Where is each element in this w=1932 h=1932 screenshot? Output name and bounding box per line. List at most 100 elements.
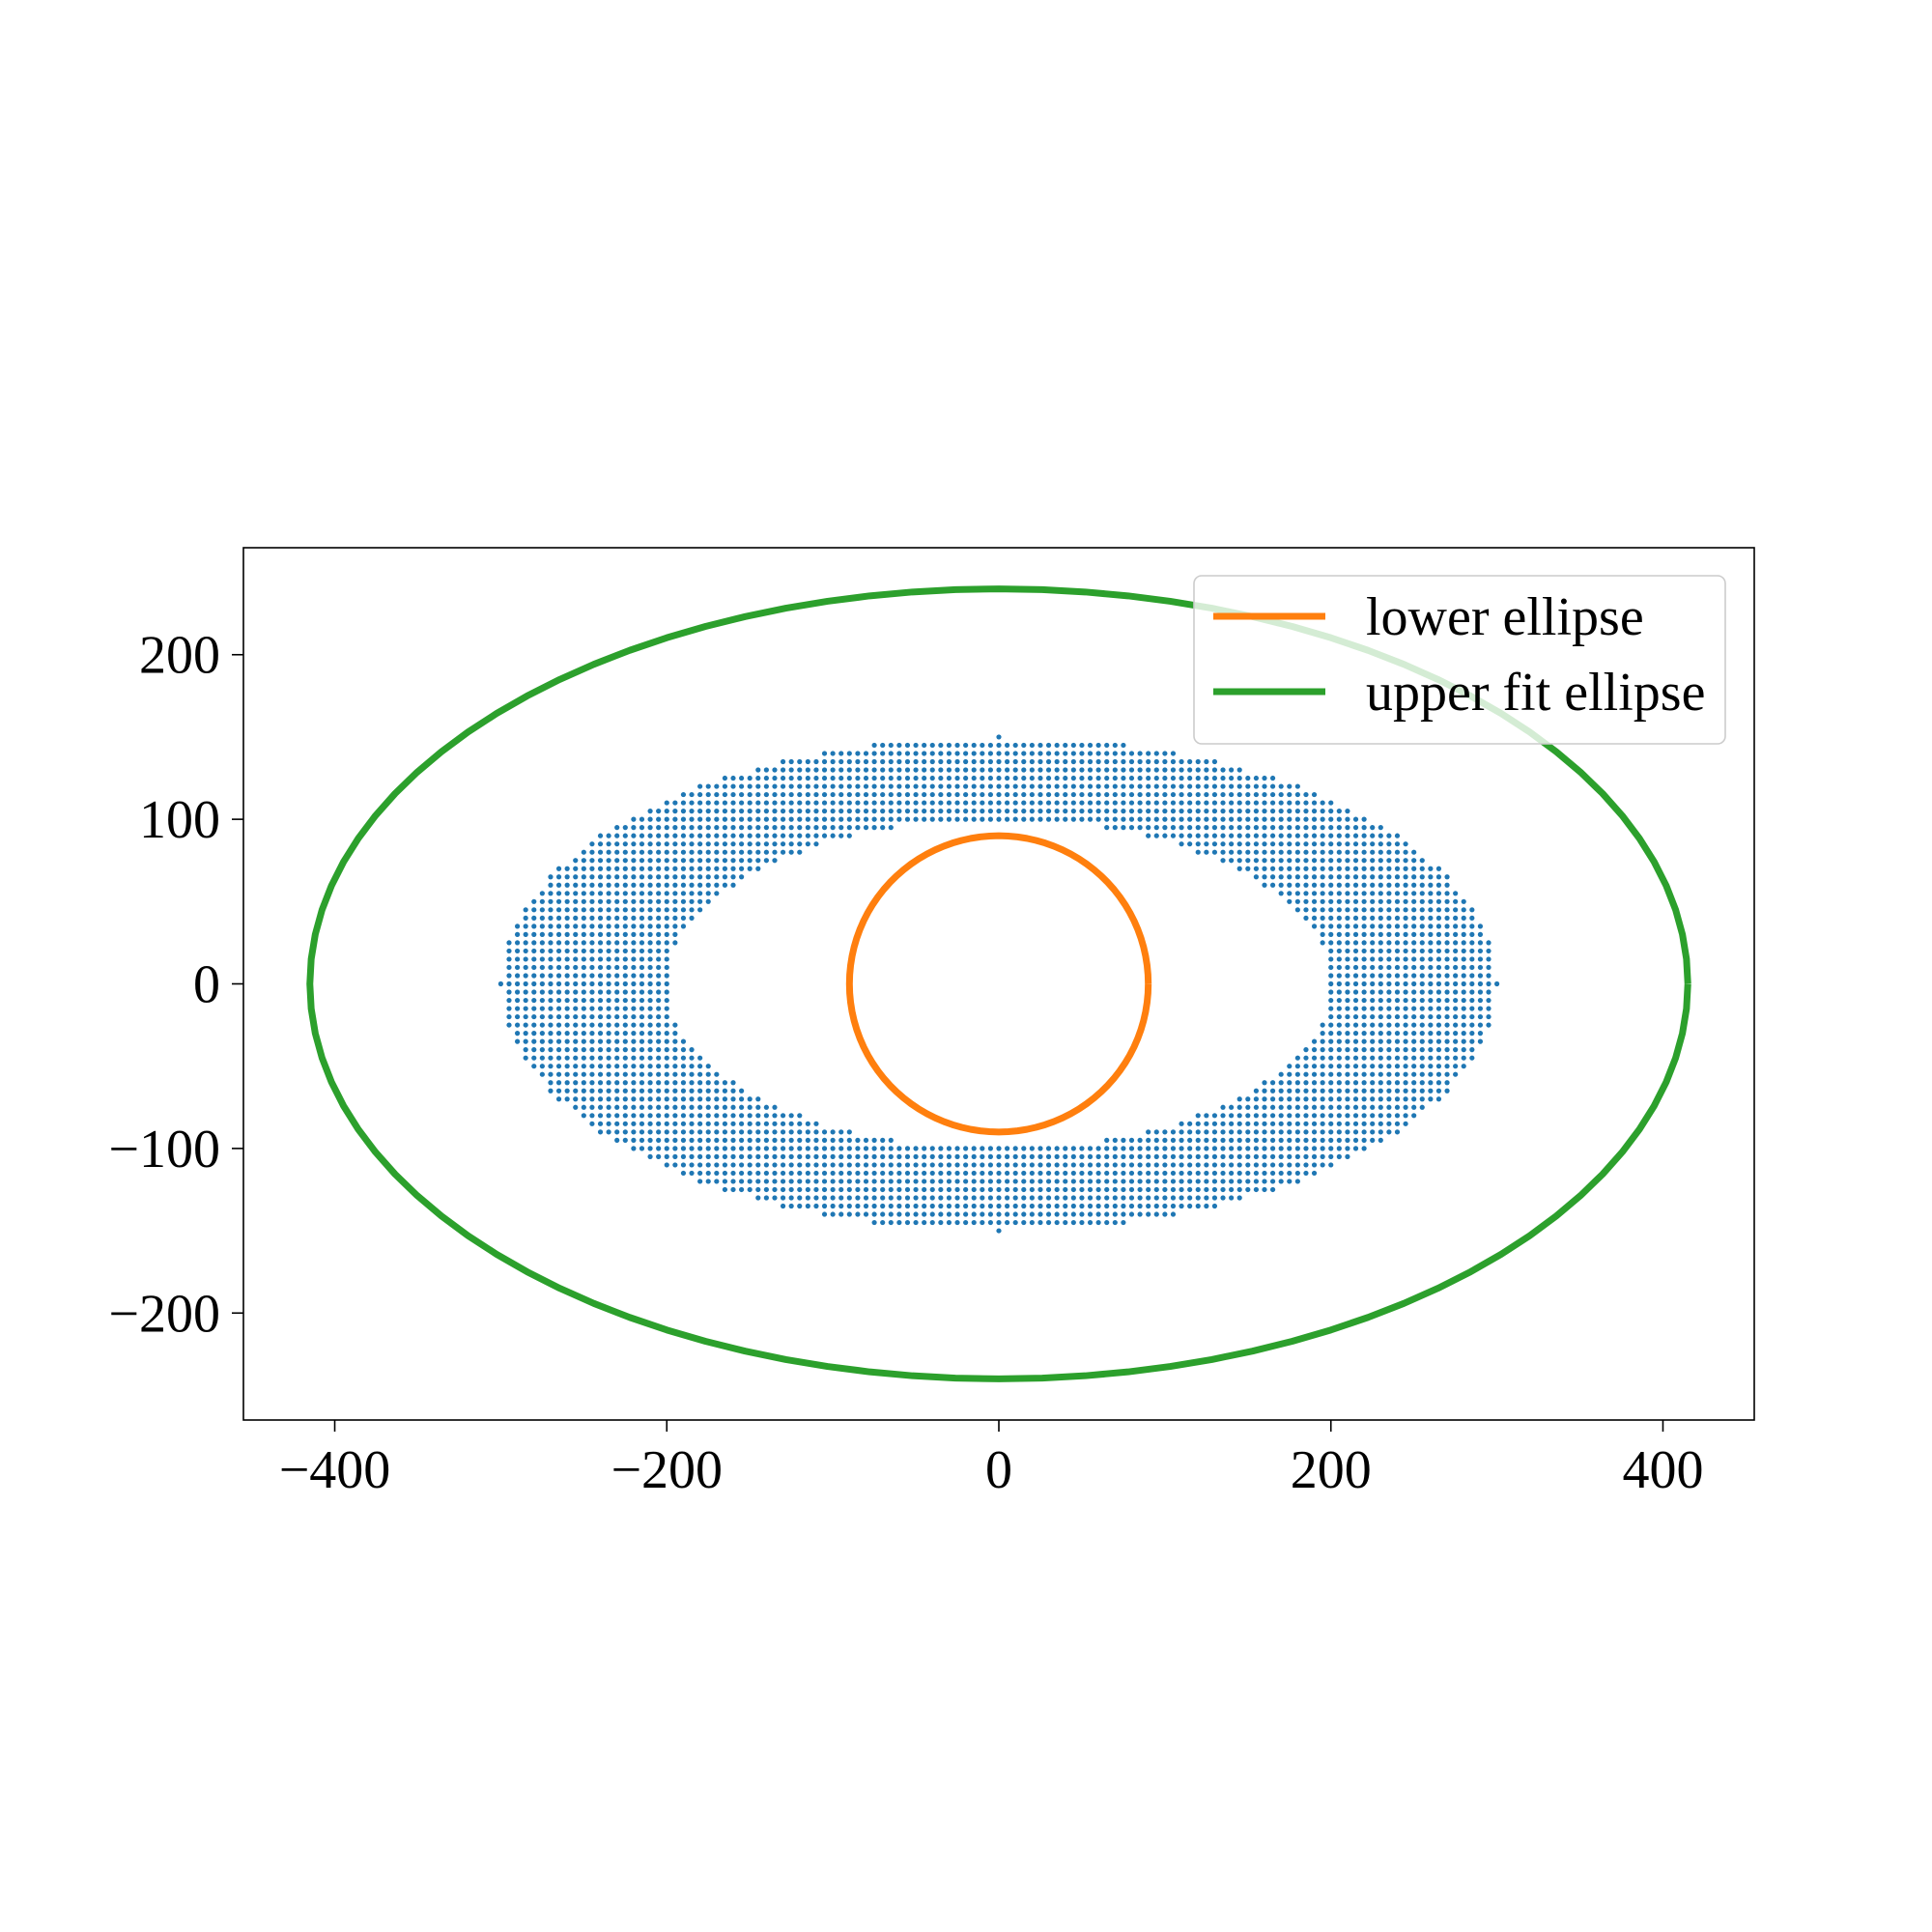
scatter-point <box>614 1022 620 1028</box>
scatter-point <box>1070 758 1076 765</box>
scatter-point <box>1345 1129 1350 1135</box>
scatter-point <box>539 956 545 962</box>
scatter-point <box>1004 791 1010 798</box>
scatter-point <box>1229 1153 1235 1159</box>
scatter-point <box>846 1137 852 1143</box>
scatter-point <box>1378 1038 1383 1044</box>
scatter-point <box>1054 1186 1060 1193</box>
scatter-point <box>730 775 736 781</box>
scatter-point <box>581 1047 586 1053</box>
scatter-point <box>1029 1211 1035 1217</box>
scatter-point <box>797 1162 803 1168</box>
scatter-point <box>697 858 703 864</box>
scatter-point <box>1146 825 1151 831</box>
scatter-point <box>1054 751 1060 756</box>
scatter-point <box>548 882 554 888</box>
scatter-point <box>1121 1203 1126 1209</box>
scatter-point <box>963 1179 969 1184</box>
scatter-point <box>1386 891 1392 896</box>
scatter-point <box>813 1179 819 1184</box>
scatter-point <box>1294 858 1300 864</box>
scatter-point <box>1394 1121 1401 1126</box>
scatter-point <box>880 816 886 822</box>
scatter-point <box>1162 1146 1168 1151</box>
scatter-point <box>913 758 919 765</box>
scatter-point <box>639 1031 645 1037</box>
scatter-point <box>1294 833 1300 838</box>
scatter-point <box>880 775 886 781</box>
scatter-point <box>656 849 662 855</box>
scatter-point <box>996 1179 1002 1184</box>
scatter-point <box>1045 1195 1052 1201</box>
scatter-point <box>1104 758 1110 765</box>
scatter-point <box>1345 1022 1350 1028</box>
scatter-point <box>622 997 628 1004</box>
scatter-point <box>805 1186 810 1193</box>
scatter-point <box>1419 1006 1425 1011</box>
scatter-point <box>656 1121 662 1126</box>
scatter-point <box>913 1211 919 1217</box>
scatter-point <box>1370 882 1376 888</box>
scatter-point <box>1411 1047 1417 1053</box>
scatter-point <box>896 791 902 798</box>
scatter-point <box>755 1104 761 1110</box>
scatter-point <box>1311 816 1318 822</box>
scatter-point <box>656 1113 662 1119</box>
scatter-point <box>1262 1080 1267 1086</box>
scatter-point <box>1245 841 1251 847</box>
scatter-point <box>1070 1146 1076 1151</box>
scatter-point <box>1104 1170 1110 1177</box>
scatter-point <box>639 1080 645 1086</box>
scatter-point <box>1320 931 1325 937</box>
scatter-point <box>1063 751 1068 756</box>
scatter-point <box>647 1146 653 1151</box>
scatter-point <box>555 1055 562 1061</box>
scatter-point <box>573 1104 579 1110</box>
scatter-point <box>581 1055 586 1061</box>
scatter-point <box>747 1146 753 1151</box>
scatter-point <box>1253 1129 1259 1135</box>
scatter-point <box>1328 980 1334 987</box>
scatter-point <box>1411 956 1417 962</box>
scatter-point <box>1294 1096 1300 1102</box>
scatter-point <box>904 775 911 781</box>
scatter-point <box>913 1179 919 1184</box>
scatter-point <box>1253 841 1259 847</box>
scatter-point <box>1021 1219 1027 1226</box>
scatter-point <box>946 800 952 806</box>
scatter-point <box>896 1211 902 1217</box>
scatter-point <box>672 874 678 880</box>
scatter-point <box>980 775 985 781</box>
scatter-point <box>1486 940 1492 946</box>
scatter-point <box>697 1170 703 1177</box>
scatter-point <box>1328 809 1334 814</box>
scatter-point <box>539 940 545 946</box>
scatter-point <box>788 816 794 822</box>
scatter-point <box>722 1179 728 1184</box>
scatter-point <box>548 915 554 921</box>
scatter-point <box>730 1096 736 1102</box>
scatter-point <box>1378 1071 1383 1077</box>
scatter-point <box>863 1203 869 1209</box>
scatter-point <box>506 940 512 946</box>
scatter-point <box>1311 1162 1318 1168</box>
scatter-point <box>1370 1096 1376 1102</box>
scatter-point <box>739 1170 745 1177</box>
scatter-point <box>1345 1088 1350 1094</box>
scatter-point <box>880 1137 886 1143</box>
scatter-point <box>622 1064 628 1069</box>
scatter-point <box>523 964 528 971</box>
x-tick-label: −200 <box>611 1440 723 1500</box>
scatter-point <box>1419 956 1425 962</box>
scatter-point <box>1137 1153 1143 1159</box>
scatter-point <box>1287 898 1293 904</box>
scatter-point <box>904 1179 911 1184</box>
scatter-point <box>871 1137 877 1143</box>
scatter-point <box>1320 833 1325 838</box>
scatter-point <box>1428 898 1434 904</box>
scatter-point <box>855 1211 861 1217</box>
scatter-point <box>573 898 579 904</box>
scatter-point <box>1253 1170 1259 1177</box>
scatter-point <box>805 1203 810 1209</box>
scatter-point <box>1236 767 1242 773</box>
